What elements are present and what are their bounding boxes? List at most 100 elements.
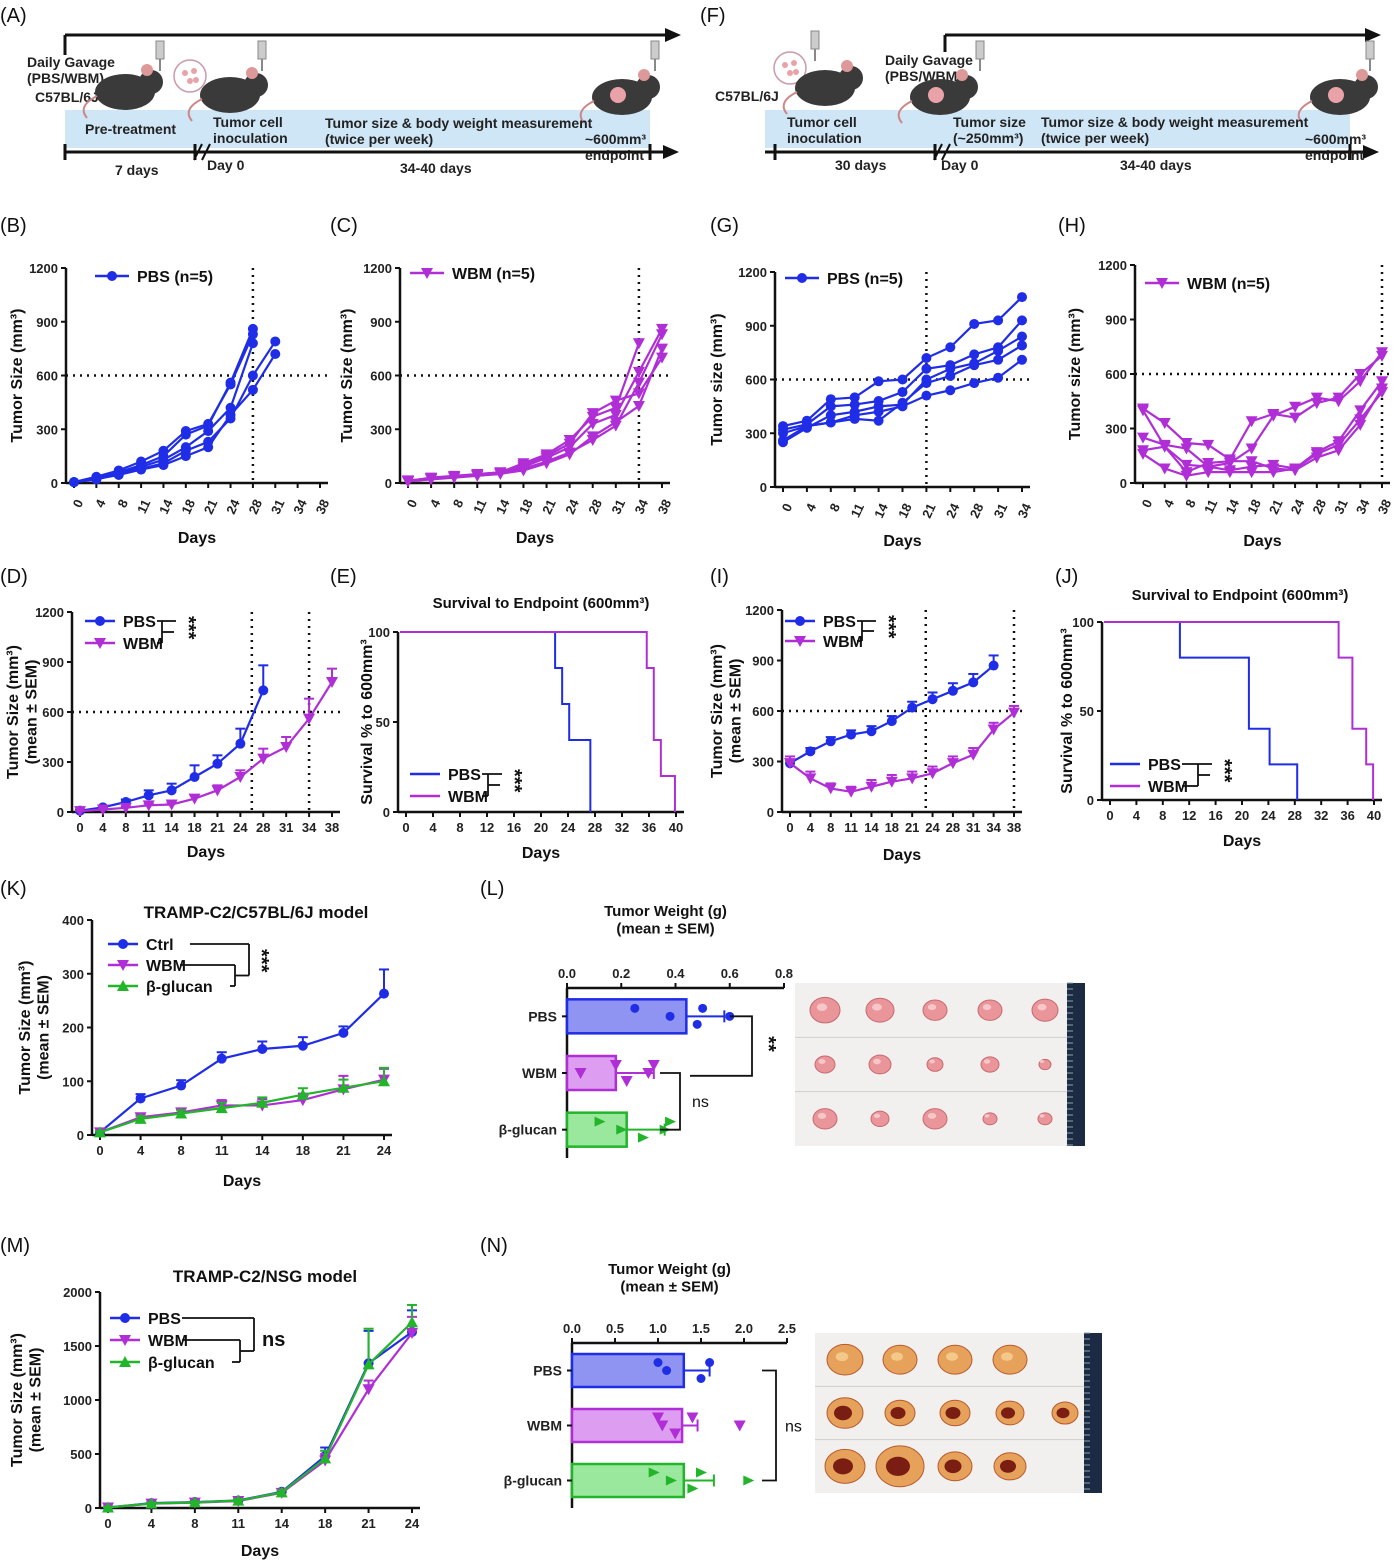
- tumor-photo-N: [815, 1332, 1102, 1493]
- x-tick-label: 8: [827, 820, 834, 835]
- x-tick-label: 31: [268, 497, 288, 516]
- axis-y-tick-label: 300: [1105, 422, 1127, 437]
- tumor-highlight: [1001, 1352, 1013, 1361]
- data-point: [921, 378, 932, 389]
- gavage-label-line: (PBS/WBM): [27, 70, 104, 86]
- data-point: [158, 460, 169, 471]
- timeline-band: [65, 110, 650, 148]
- mouse-icon-head: [1354, 75, 1378, 99]
- mouse-icon: [782, 60, 863, 115]
- x-tick-label: 0: [1106, 808, 1113, 823]
- x-tick-label: 0.0: [563, 1321, 581, 1336]
- x-tick-label: 2.5: [778, 1321, 796, 1336]
- x-tick-label: 28: [585, 497, 605, 516]
- replicate-point: [725, 1011, 735, 1021]
- x-tick-label: 0.4: [666, 966, 685, 981]
- cell-dish-icon-cell: [787, 70, 793, 76]
- cell-dish-icon-cell: [187, 78, 193, 84]
- survival-curve-pbs: [1104, 621, 1299, 800]
- x-tick-label: 38: [1375, 497, 1395, 516]
- y-axis-label: Tumor size (mm³): [709, 313, 726, 445]
- data-point: [987, 724, 1000, 736]
- axis-y-tick-label: 50: [376, 715, 390, 730]
- tumor-highlight: [1039, 1060, 1045, 1063]
- significance-label: **: [757, 1036, 779, 1052]
- data-point: [517, 465, 530, 477]
- data-point: [1137, 448, 1149, 460]
- legend-label: PBS (n=5): [137, 269, 213, 286]
- panel-label-A-line: (A): [0, 5, 27, 27]
- tumor-specimen: [812, 1108, 838, 1130]
- x-axis-label: Days: [241, 1543, 279, 1560]
- data-point: [1223, 456, 1236, 468]
- x-tick-label: 14: [164, 820, 179, 835]
- data-point: [849, 410, 860, 421]
- tumor-necrosis: [944, 1459, 962, 1474]
- data-point: [921, 363, 932, 374]
- chart-title-N-line: Tumor Weight (g): [608, 1261, 731, 1278]
- syringe-icon: [975, 40, 985, 60]
- timeline-break: [201, 143, 211, 161]
- data-point: [586, 418, 599, 430]
- x-tick-label: 21: [201, 497, 221, 516]
- data-point: [804, 773, 817, 785]
- x-tick-label: 11: [844, 820, 858, 835]
- axis-y-tick-label: 300: [745, 426, 767, 441]
- significance-label: ***: [503, 769, 525, 793]
- mouse-icon-head: [839, 66, 863, 90]
- x-tick-label: 24: [561, 820, 576, 835]
- data-point: [337, 1081, 350, 1093]
- mouse-icon: [82, 64, 163, 119]
- significance-label: ns: [692, 1094, 709, 1111]
- data-point: [1158, 418, 1171, 430]
- data-point: [897, 387, 908, 398]
- significance-label: ***: [250, 949, 272, 973]
- data-point: [993, 315, 1004, 326]
- axis-y-tick-label: 300: [62, 967, 84, 982]
- axis-y-tick-label: 1500: [63, 1339, 92, 1354]
- category-label: β-glucan: [504, 1473, 562, 1489]
- axis-y-tick-label: 300: [36, 422, 58, 437]
- x-tick-label: 24: [377, 1143, 392, 1158]
- data-point: [134, 1112, 147, 1124]
- data-point: [921, 353, 932, 363]
- tumor-highlight: [873, 1058, 881, 1065]
- strain-label-line: C57BL/6J: [715, 88, 779, 104]
- tumor-highlight: [873, 1113, 881, 1119]
- below-label-line: 34-40 days: [400, 160, 472, 176]
- x-tick-label: 18: [895, 501, 915, 520]
- x-tick-label: 4: [137, 1143, 145, 1158]
- y-axis-label: Tumor Size (mm³): [9, 309, 26, 443]
- band-label-inoculation-line: Tumor cell: [787, 114, 857, 130]
- x-tick-label: 31: [991, 501, 1011, 520]
- legend-marker: [1156, 278, 1168, 289]
- x-tick-label: 0: [779, 501, 796, 514]
- chart-title-J: Survival to Endpoint (600mm³): [1132, 587, 1349, 604]
- x-tick-label: 28: [1288, 808, 1302, 823]
- tumor-highlight: [927, 1004, 937, 1011]
- x-axis-label: Days: [883, 533, 921, 550]
- x-tick-label: 14: [156, 496, 176, 516]
- x-tick-label: 21: [905, 820, 919, 835]
- mouse-icon-tail: [782, 91, 798, 115]
- data-point: [921, 390, 932, 401]
- x-tick-label: 0: [402, 820, 409, 835]
- data-point: [235, 738, 246, 749]
- mouse-icon-ear: [841, 60, 853, 72]
- data-point: [540, 451, 553, 463]
- data-point: [969, 378, 980, 389]
- mouse-icon-tumor: [1328, 87, 1344, 103]
- data-point: [968, 677, 979, 688]
- x-tick-label: 8: [114, 497, 131, 510]
- data-point: [1017, 331, 1027, 342]
- x-tick-label: 16: [1208, 808, 1222, 823]
- band-label-inoculation: Tumor cell inoculation: [787, 114, 862, 146]
- x-tick-label: 32: [615, 820, 629, 835]
- chart-title-K-line: TRAMP-C2/C57BL/6J model: [144, 903, 369, 922]
- x-tick-label: 40: [669, 820, 683, 835]
- data-point: [969, 349, 980, 360]
- data-point: [632, 377, 645, 389]
- significance-label: ns: [785, 1419, 802, 1436]
- x-tick-label: 12: [1182, 808, 1196, 823]
- x-tick-label: 24: [405, 1516, 420, 1531]
